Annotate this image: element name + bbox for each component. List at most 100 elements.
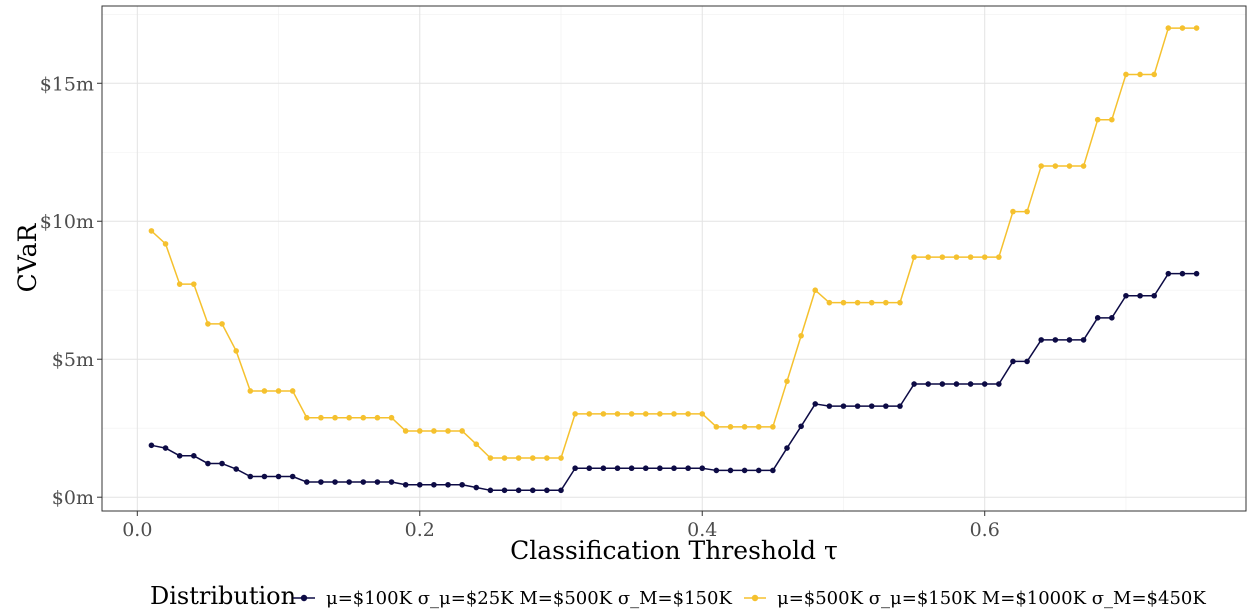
data-point (416, 428, 423, 434)
data-point (798, 423, 804, 430)
data-point (1080, 337, 1087, 343)
data-point (925, 381, 932, 387)
data-point (176, 453, 183, 459)
data-point (1137, 71, 1143, 78)
data-point (558, 455, 564, 461)
legend-key-point-series-1 (300, 594, 308, 602)
x-axis-title: Classification Threshold τ (510, 536, 838, 565)
grid-lines (102, 6, 1246, 511)
series-2 (148, 25, 1200, 461)
data-point (981, 254, 988, 260)
data-point (473, 441, 480, 448)
y-tick-label: $5m (52, 349, 94, 371)
x-tick-label: 0.6 (970, 519, 1000, 541)
data-point (713, 467, 720, 474)
data-point (883, 403, 889, 409)
data-point (303, 479, 310, 485)
data-point (727, 424, 734, 430)
data-point (360, 479, 367, 485)
data-point (544, 487, 550, 494)
data-point (911, 254, 917, 260)
data-point (572, 411, 578, 417)
data-point (459, 428, 465, 434)
data-point (939, 254, 946, 260)
data-point (628, 465, 635, 472)
data-point (431, 481, 437, 488)
legend-label-series-1: μ=$100K σ_μ=$25K M=$500K σ_M=$150K (326, 588, 732, 609)
data-point (657, 465, 663, 472)
y-tick-label: $10m (40, 211, 94, 233)
data-point (854, 299, 861, 306)
data-point (727, 467, 734, 474)
data-point (586, 411, 593, 417)
data-point (1052, 163, 1059, 169)
data-point (318, 479, 324, 485)
data-point (1123, 71, 1129, 78)
data-point (1193, 270, 1200, 277)
data-point (416, 481, 423, 488)
data-point (374, 479, 381, 485)
data-point (402, 428, 409, 434)
series-line-2 (150, 27, 1197, 459)
x-tick-label: 0.0 (122, 519, 152, 541)
data-point (1109, 116, 1115, 123)
data-point (572, 465, 578, 472)
data-point (1094, 116, 1101, 123)
data-point (275, 388, 282, 394)
data-point (318, 414, 324, 421)
data-point (233, 466, 239, 472)
data-point (868, 299, 875, 306)
data-point (1179, 270, 1186, 277)
data-point (388, 414, 395, 421)
data-point (996, 381, 1002, 387)
data-point (459, 481, 465, 488)
data-point (840, 403, 847, 409)
data-point (840, 299, 847, 306)
data-point (699, 465, 706, 472)
data-point (657, 411, 663, 417)
data-point (346, 414, 352, 421)
data-point (374, 414, 381, 421)
data-point (996, 254, 1002, 260)
data-point (233, 348, 239, 354)
data-point (642, 465, 649, 472)
data-point (289, 388, 296, 394)
data-point (784, 445, 790, 451)
data-point (148, 228, 155, 234)
data-point (770, 467, 776, 474)
data-point (826, 403, 833, 409)
data-point (501, 487, 508, 494)
data-point (219, 321, 225, 327)
data-point (515, 455, 522, 461)
data-point (332, 414, 338, 421)
data-point (911, 381, 917, 387)
data-point (784, 378, 790, 385)
data-point (897, 299, 903, 306)
data-point (939, 381, 946, 387)
data-point (346, 479, 352, 485)
data-point (713, 424, 720, 430)
data-point (501, 455, 508, 461)
plot-panel-border (101, 5, 1247, 512)
y-tick-label: $0m (52, 487, 94, 509)
legend-title: Distribution (150, 582, 296, 610)
data-point (303, 414, 310, 421)
data-point (1010, 208, 1016, 215)
data-point (1066, 163, 1073, 169)
data-point (473, 484, 480, 491)
series-layer (148, 25, 1200, 494)
data-point (642, 411, 649, 417)
data-point (402, 481, 409, 488)
data-point (205, 460, 211, 467)
data-point (671, 411, 677, 417)
y-tick-label: $15m (40, 73, 94, 95)
data-point (671, 465, 677, 472)
data-point (558, 487, 564, 494)
data-point (515, 487, 522, 494)
data-point (628, 411, 635, 417)
legend-key-point-series-2 (751, 594, 759, 602)
data-point (600, 411, 607, 417)
data-point (205, 321, 211, 327)
data-point (487, 487, 494, 494)
